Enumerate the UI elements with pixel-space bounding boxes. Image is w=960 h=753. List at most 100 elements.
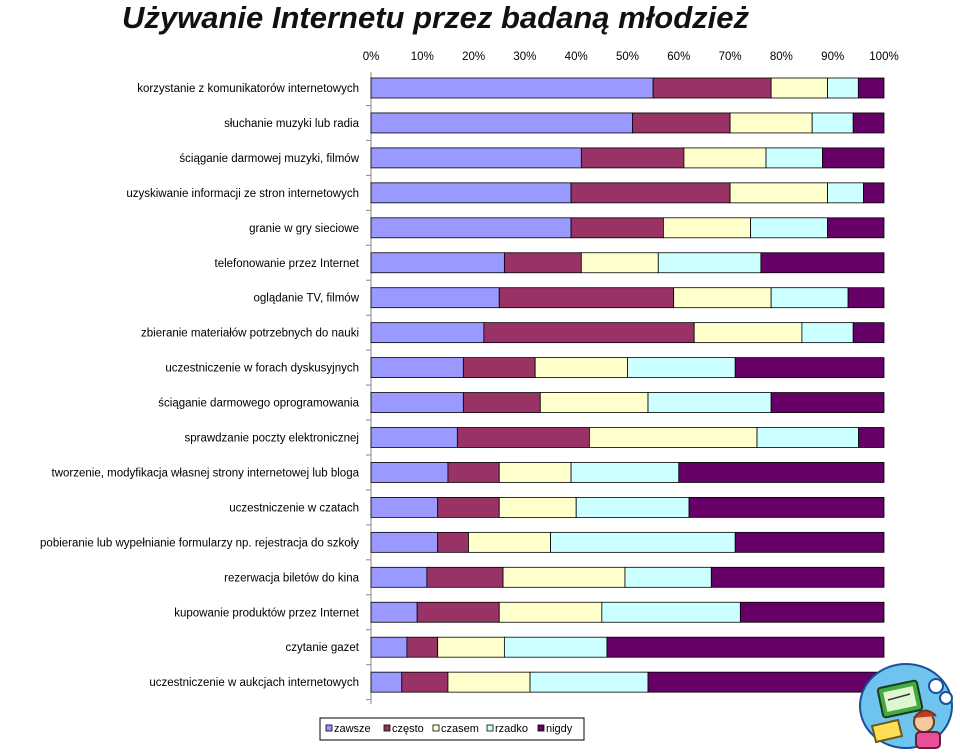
bar-segment-zawsze <box>370 462 449 483</box>
bar-segment-czasem <box>693 322 803 344</box>
bar-segment-rzadko <box>765 147 823 169</box>
x-tick-label: 60% <box>667 51 690 63</box>
category-label: tworzenie, modyfikacja własnej strony in… <box>52 467 360 479</box>
bar-segment-często <box>447 462 500 483</box>
category-label: sprawdzanie poczty elektronicznej <box>184 433 359 445</box>
bar-segment-zawsze <box>370 636 408 658</box>
bar-segment-nigdy <box>647 671 885 693</box>
bar-segment-nigdy <box>827 217 885 239</box>
category-label: korzystanie z komunikatorów internetowyc… <box>137 83 359 95</box>
bar-segment-rzadko <box>601 601 741 623</box>
bar-segment-nigdy <box>678 462 885 483</box>
bar-segment-czasem <box>683 147 767 169</box>
category-label: słuchanie muzyki lub radia <box>224 118 359 130</box>
bar-segment-często <box>570 182 731 204</box>
bar-segment-zawsze <box>370 322 485 344</box>
bar-segment-czasem <box>663 217 752 239</box>
bar-segment-czasem <box>534 357 628 379</box>
x-tick-label: 70% <box>719 51 742 63</box>
category-label: czytanie gazet <box>285 642 359 654</box>
bar-segment-nigdy <box>863 182 885 204</box>
bar-segment-często <box>416 601 500 623</box>
bar-segment-czasem <box>729 182 828 204</box>
bar-segment-rzadko <box>756 427 860 448</box>
bar-segment-czasem <box>589 427 758 448</box>
bar-segment-rzadko <box>550 531 736 553</box>
bar-segment-czasem <box>437 636 505 658</box>
bar-segment-czasem <box>502 566 626 588</box>
legend-label-często: często <box>392 723 424 735</box>
bar-segment-zawsze <box>370 112 634 134</box>
bar-segment-często <box>426 566 504 588</box>
bar-segment-nigdy <box>822 147 885 169</box>
legend-label-rzadko: rzadko <box>495 723 528 735</box>
bar-segment-zawsze <box>370 252 505 274</box>
bar-segment-nigdy <box>852 112 885 134</box>
bar-segment-zawsze <box>370 601 418 623</box>
bar-segment-często <box>632 112 731 134</box>
bar-segment-rzadko <box>529 671 649 693</box>
bar-segment-zawsze <box>370 182 572 204</box>
x-axis: 0% 10% 20% 30% 40% 50% 60% 70% 80% 90% 100% <box>363 51 899 63</box>
bar-segment-nigdy <box>688 496 885 518</box>
bars <box>366 72 885 705</box>
bar-segment-rzadko <box>770 287 849 309</box>
bar-segment-nigdy <box>710 566 885 588</box>
bar-segment-często <box>570 217 664 239</box>
bar-segment-rzadko <box>750 217 828 239</box>
bar-segment-rzadko <box>827 77 859 99</box>
bar-segment-rzadko <box>575 496 690 518</box>
category-label: ściąganie darmowej muzyki, filmów <box>179 153 359 165</box>
category-label: uczestniczenie w aukcjach internetowych <box>149 677 359 689</box>
x-tick-label: 20% <box>462 51 485 63</box>
bar-segment-często <box>462 392 541 413</box>
bar-segment-rzadko <box>811 112 854 134</box>
bar-segment-rzadko <box>624 566 712 588</box>
category-label: telefonowanie przez Internet <box>215 258 360 270</box>
student-at-computer-icon <box>859 663 953 749</box>
bar-segment-często <box>456 427 590 448</box>
bar-segment-nigdy <box>857 77 885 99</box>
category-label: uzyskiwanie informacji ze stron internet… <box>126 188 359 200</box>
bar-segment-nigdy <box>760 252 885 274</box>
x-tick-label: 30% <box>513 51 536 63</box>
bar-segment-zawsze <box>370 496 439 518</box>
category-label: kupowanie produktów przez Internet <box>174 607 360 619</box>
bar-segment-nigdy <box>606 636 885 658</box>
category-label: granie w gry sieciowe <box>249 223 359 235</box>
x-tick-label: 40% <box>565 51 588 63</box>
category-label: zbieranie materiałów potrzebnych do nauk… <box>141 328 359 340</box>
bar-segment-czasem <box>770 77 828 99</box>
bar-segment-często <box>406 636 439 658</box>
bar-segment-nigdy <box>734 531 885 553</box>
x-tick-label: 80% <box>770 51 793 63</box>
category-label: ściąganie darmowego oprogramowania <box>158 398 359 410</box>
legend-swatch-często <box>383 724 391 732</box>
legend-label-czasem: czasem <box>441 723 479 735</box>
x-tick-label: 0% <box>363 51 380 63</box>
bar-segment-rzadko <box>827 182 864 204</box>
bar-segment-często <box>437 531 469 553</box>
bar-segment-zawsze <box>370 531 439 553</box>
bar-segment-rzadko <box>801 322 854 344</box>
legend-box <box>319 717 585 741</box>
bar-segment-zawsze <box>370 217 572 239</box>
bar-segment-rzadko <box>647 392 772 413</box>
bar-segment-nigdy <box>852 322 885 344</box>
bar-segment-czasem <box>673 287 772 309</box>
x-tick-label: 100% <box>869 51 898 63</box>
bar-segment-rzadko <box>570 462 680 483</box>
bar-segment-zawsze <box>370 147 582 169</box>
bar-segment-często <box>462 357 536 379</box>
bar-segment-nigdy <box>847 287 885 309</box>
bar-segment-rzadko <box>627 357 736 379</box>
bar-segment-czasem <box>498 462 572 483</box>
bar-segment-zawsze <box>370 392 464 413</box>
bar-segment-rzadko <box>657 252 762 274</box>
category-label: oglądanie TV, filmów <box>254 293 360 305</box>
category-label: pobieranie lub wypełnianie formularzy np… <box>40 537 359 549</box>
bar-segment-czasem <box>580 252 659 274</box>
bar-segment-zawsze <box>370 287 500 309</box>
bar-segment-zawsze <box>370 671 403 693</box>
